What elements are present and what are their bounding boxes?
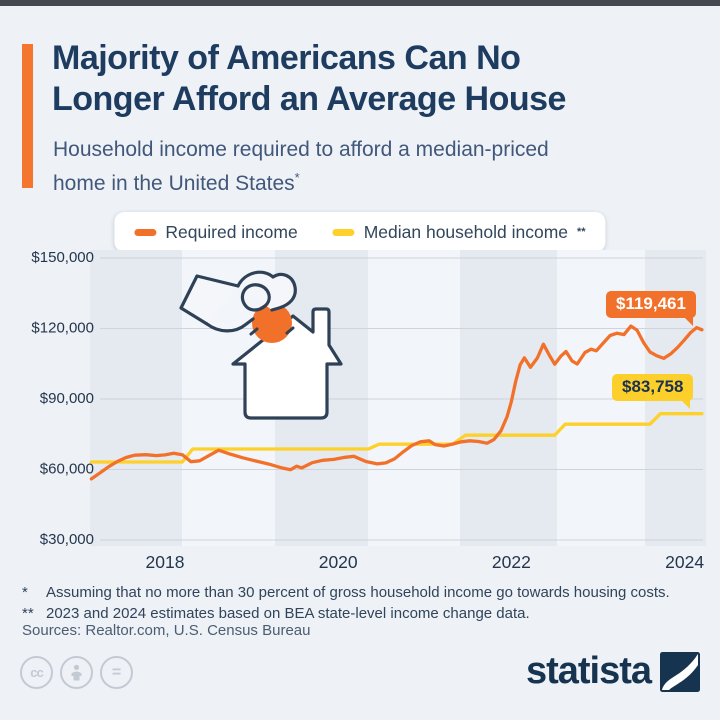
year-band (460, 250, 557, 546)
badge-tail (681, 400, 691, 409)
required-income-dash-icon (134, 228, 157, 236)
y-tick-label: $30,000 (40, 531, 94, 548)
x-tick-label: 2020 (319, 552, 358, 572)
y-tick-label: $90,000 (40, 390, 94, 407)
chart-legend: Required income Median household income *… (114, 212, 606, 252)
hand-icon (179, 270, 297, 333)
x-tick-label: 2018 (146, 552, 185, 572)
coin-icon (252, 303, 292, 343)
subtitle-footnote-marker: * (294, 170, 300, 185)
no-derivatives-icon[interactable]: = (100, 656, 133, 689)
house-icon (231, 307, 343, 420)
statista-logo[interactable]: statista (526, 650, 700, 693)
footnotes: * Assuming that no more than 30 percent … (22, 582, 712, 624)
median-income-dash-icon (332, 228, 355, 236)
y-tick-label: $150,000 (31, 249, 94, 266)
coin-slot (249, 326, 295, 336)
cc-icon[interactable]: cc (20, 656, 53, 689)
footnote-1: * Assuming that no more than 30 percent … (22, 584, 670, 601)
sources-line: Sources: Realtor.com, U.S. Census Bureau (22, 622, 311, 639)
title-line1: Majority of Americans Can No (52, 39, 521, 77)
x-tick-label: 2024 (665, 552, 704, 572)
page-title: Majority of Americans Can No Longer Affo… (52, 38, 692, 120)
year-band (90, 250, 182, 546)
statista-wordmark: statista (525, 650, 652, 692)
required-income-value-badge: $119,461 (606, 291, 696, 326)
median-income-value-badge: $83,758 (612, 374, 694, 409)
x-tick-label: 2022 (492, 552, 531, 572)
year-band (368, 250, 460, 546)
page-subtitle: Household income required to afford a me… (53, 138, 549, 195)
top-edge-strip (0, 0, 720, 6)
median-income-line (89, 412, 704, 464)
legend-item-required-income: Required income (134, 222, 306, 243)
statista-logo-mark (660, 651, 700, 692)
y-tick-label: $60,000 (40, 461, 94, 478)
footnote-2: ** 2023 and 2024 estimates based on BEA … (22, 605, 530, 622)
required-income-line (89, 324, 704, 481)
house-savings-icon (179, 270, 343, 420)
badge-tail (683, 317, 693, 326)
title-accent-bar (22, 44, 33, 188)
attribution-person-icon[interactable] (60, 656, 93, 689)
y-tick-label: $120,000 (31, 320, 94, 337)
title-line2: Longer Afford an Average House (52, 80, 566, 118)
license-icons[interactable]: cc = (20, 656, 133, 689)
legend-item-median-income: Median household income ** (332, 222, 586, 243)
